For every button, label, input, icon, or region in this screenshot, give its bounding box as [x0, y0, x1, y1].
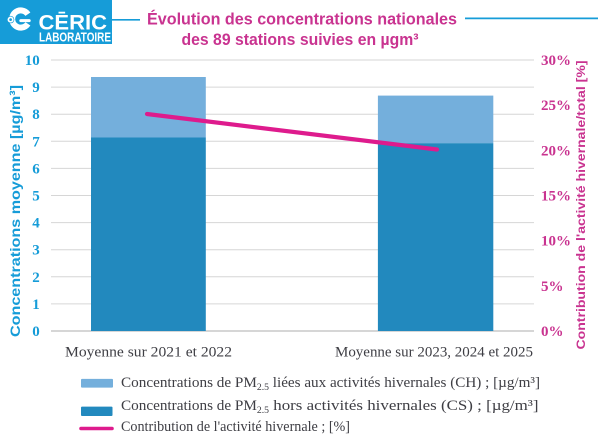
svg-text:15%: 15% — [541, 189, 571, 205]
svg-text:LABORATOIRE: LABORATOIRE — [39, 31, 111, 45]
svg-text:Contribution de l'activité hiv: Contribution de l'activité hivernale ; [… — [121, 419, 350, 435]
svg-text:20%: 20% — [541, 143, 571, 159]
svg-text:1: 1 — [32, 297, 40, 313]
svg-text:3: 3 — [32, 243, 40, 259]
svg-text:0%: 0% — [541, 324, 564, 340]
svg-text:10%: 10% — [541, 234, 571, 250]
svg-text:0: 0 — [32, 324, 40, 340]
svg-text:7: 7 — [32, 134, 40, 150]
svg-text:Moyenne sur 2021 et 2022: Moyenne sur 2021 et 2022 — [65, 344, 232, 361]
svg-text:9: 9 — [32, 80, 40, 96]
svg-text:30%: 30% — [541, 53, 571, 69]
svg-text:Moyenne sur 2023, 2024 et 2025: Moyenne sur 2023, 2024 et 2025 — [335, 344, 533, 361]
svg-text:Concentrations moyenne [µg/m³]: Concentrations moyenne [µg/m³] — [8, 85, 24, 337]
svg-text:5%: 5% — [541, 279, 564, 295]
svg-text:Évolution des concentrations n: Évolution des concentrations nationales — [147, 10, 457, 29]
svg-text:Contribution de l'activité hiv: Contribution de l'activité hivernale/tot… — [574, 61, 588, 350]
svg-text:6: 6 — [32, 161, 40, 177]
svg-text:8: 8 — [32, 107, 40, 123]
svg-text:Concentrations de PM2.5 hors a: Concentrations de PM2.5 hors activités h… — [121, 397, 539, 416]
svg-text:4: 4 — [32, 216, 40, 232]
svg-text:CĒRIC: CĒRIC — [39, 12, 108, 35]
svg-text:Concentrations de PM2.5 liées: Concentrations de PM2.5 liées aux activi… — [121, 374, 540, 393]
svg-text:25%: 25% — [541, 98, 571, 114]
svg-text:5: 5 — [32, 189, 40, 205]
svg-text:des 89 stations suivies en µgm: des 89 stations suivies en µgm³ — [182, 30, 419, 49]
svg-text:10: 10 — [25, 53, 40, 69]
svg-text:2: 2 — [32, 270, 40, 286]
